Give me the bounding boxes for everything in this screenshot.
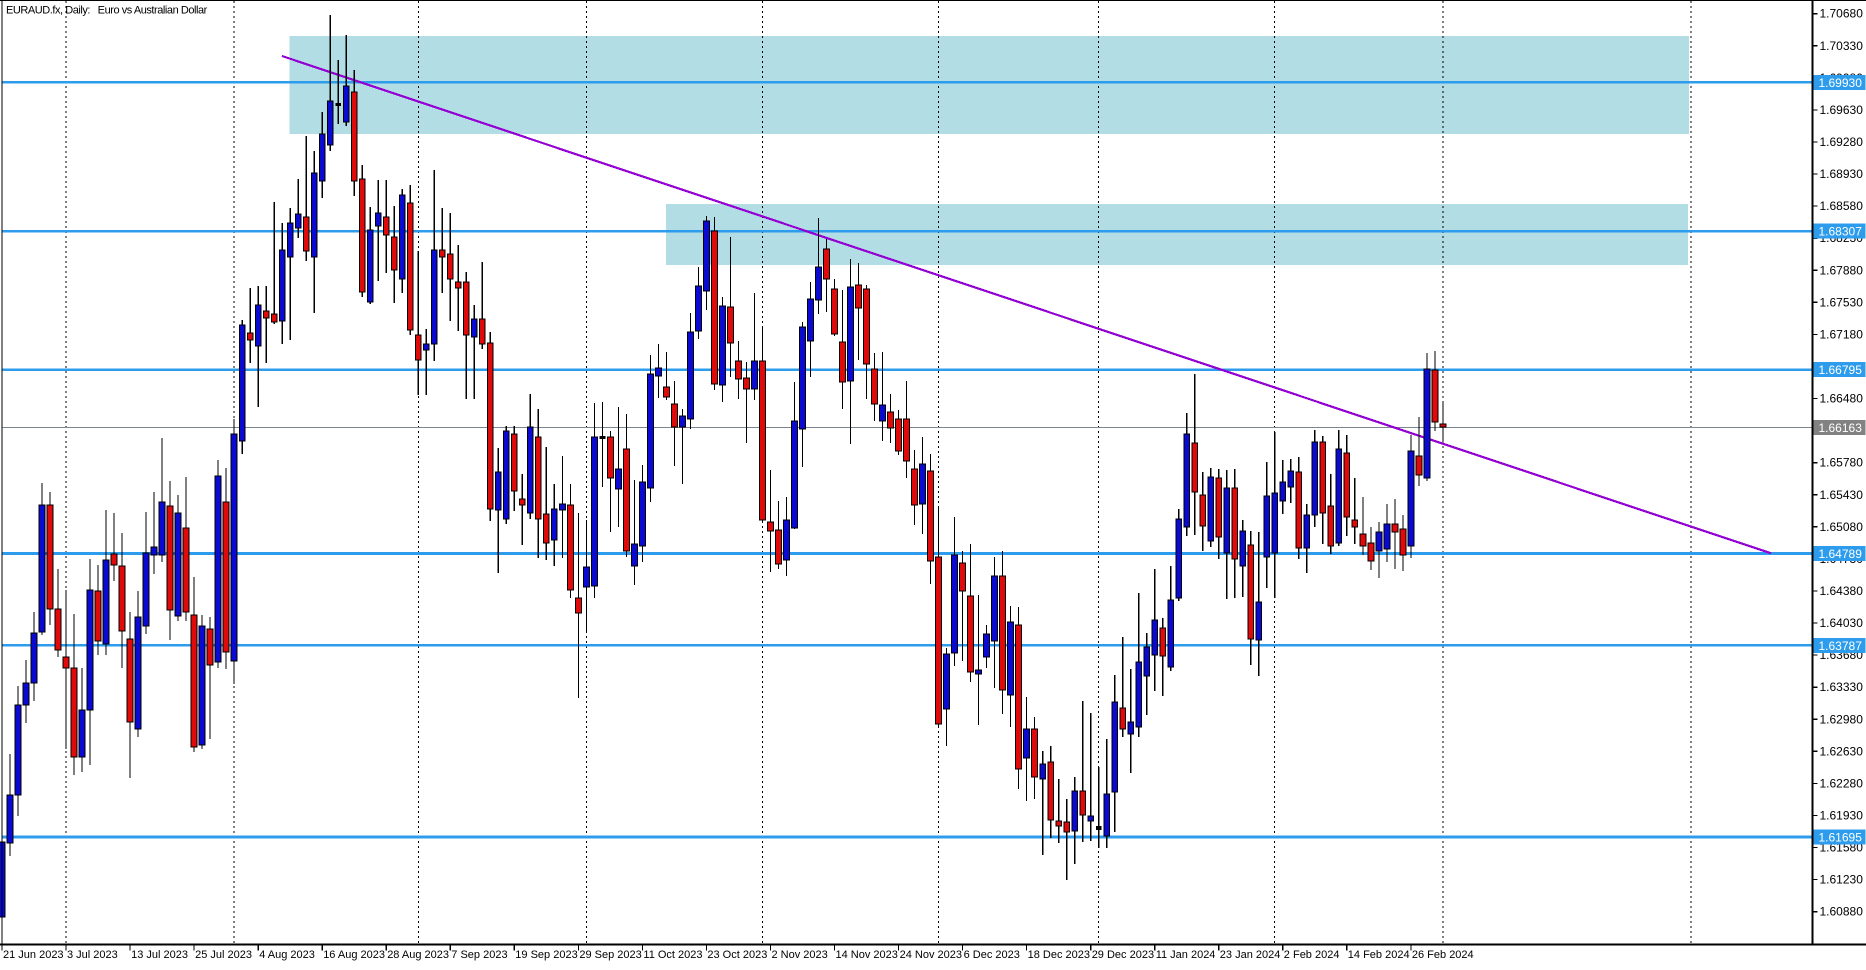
svg-text:1.63330: 1.63330 [1820,680,1864,694]
svg-text:1.68307: 1.68307 [1819,225,1863,239]
svg-text:1.69280: 1.69280 [1820,135,1864,149]
svg-text:1.65080: 1.65080 [1820,520,1864,534]
svg-text:28 Aug 2023: 28 Aug 2023 [387,949,449,961]
svg-text:2 Feb 2024: 2 Feb 2024 [1284,949,1340,961]
svg-text:1.62280: 1.62280 [1820,776,1864,790]
svg-text:1.66795: 1.66795 [1819,363,1863,377]
svg-text:4 Aug 2023: 4 Aug 2023 [259,949,315,961]
svg-text:24 Nov 2023: 24 Nov 2023 [900,949,962,961]
svg-text:1.70330: 1.70330 [1820,39,1864,53]
svg-text:21 Jun 2023: 21 Jun 2023 [3,949,64,961]
svg-text:2 Nov 2023: 2 Nov 2023 [772,949,828,961]
svg-text:1.68580: 1.68580 [1820,199,1864,213]
svg-text:1.61930: 1.61930 [1820,809,1864,823]
svg-text:1.67880: 1.67880 [1820,263,1864,277]
svg-text:1.61695: 1.61695 [1819,831,1863,845]
svg-text:18 Dec 2023: 18 Dec 2023 [1028,949,1090,961]
svg-text:1.64030: 1.64030 [1820,616,1864,630]
svg-text:1.70680: 1.70680 [1820,7,1864,21]
svg-text:1.69630: 1.69630 [1820,103,1864,117]
svg-text:25 Jul 2023: 25 Jul 2023 [195,949,252,961]
svg-text:1.65780: 1.65780 [1820,456,1864,470]
svg-text:23 Oct 2023: 23 Oct 2023 [707,949,767,961]
svg-text:1.64380: 1.64380 [1820,584,1864,598]
svg-text:3 Jul 2023: 3 Jul 2023 [67,949,118,961]
svg-text:1.67530: 1.67530 [1820,295,1864,309]
svg-text:1.66480: 1.66480 [1820,392,1864,406]
svg-text:29 Sep 2023: 29 Sep 2023 [579,949,641,961]
svg-text:26 Feb 2024: 26 Feb 2024 [1412,949,1474,961]
svg-text:29 Dec 2023: 29 Dec 2023 [1092,949,1154,961]
svg-text:1.61230: 1.61230 [1820,873,1864,887]
svg-text:EURAUD.fx, Daily: Euro vs Aus: EURAUD.fx, Daily: Euro vs Australian Dol… [6,5,208,17]
svg-text:6 Dec 2023: 6 Dec 2023 [964,949,1020,961]
svg-text:19 Sep 2023: 19 Sep 2023 [515,949,577,961]
svg-text:1.62630: 1.62630 [1820,744,1864,758]
svg-text:14 Nov 2023: 14 Nov 2023 [836,949,898,961]
svg-text:1.65430: 1.65430 [1820,488,1864,502]
svg-text:1.62980: 1.62980 [1820,712,1864,726]
svg-text:1.68930: 1.68930 [1820,167,1864,181]
svg-text:14 Feb 2024: 14 Feb 2024 [1348,949,1410,961]
svg-text:7 Sep 2023: 7 Sep 2023 [451,949,507,961]
svg-text:16 Aug 2023: 16 Aug 2023 [323,949,385,961]
svg-text:13 Jul 2023: 13 Jul 2023 [131,949,188,961]
svg-text:1.67180: 1.67180 [1820,327,1864,341]
svg-text:11 Oct 2023: 11 Oct 2023 [643,949,702,961]
svg-text:11 Jan 2024: 11 Jan 2024 [1156,949,1216,961]
svg-text:1.60880: 1.60880 [1820,905,1864,919]
svg-text:23 Jan 2024: 23 Jan 2024 [1220,949,1281,961]
svg-text:1.63787: 1.63787 [1819,639,1863,653]
svg-text:1.69930: 1.69930 [1819,76,1863,90]
svg-text:1.64789: 1.64789 [1819,547,1863,561]
svg-text:1.66163: 1.66163 [1819,421,1863,435]
